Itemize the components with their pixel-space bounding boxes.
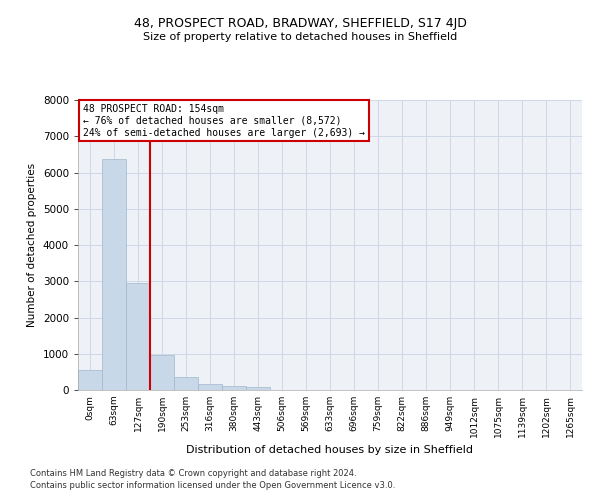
Y-axis label: Number of detached properties: Number of detached properties bbox=[27, 163, 37, 327]
Bar bbox=[126, 283, 150, 390]
Text: 48 PROSPECT ROAD: 154sqm
← 76% of detached houses are smaller (8,572)
24% of sem: 48 PROSPECT ROAD: 154sqm ← 76% of detach… bbox=[83, 104, 365, 138]
Bar bbox=[222, 386, 246, 390]
Bar bbox=[78, 370, 102, 390]
Bar bbox=[150, 355, 174, 390]
Bar bbox=[174, 377, 198, 390]
Text: Size of property relative to detached houses in Sheffield: Size of property relative to detached ho… bbox=[143, 32, 457, 42]
Text: Contains HM Land Registry data © Crown copyright and database right 2024.: Contains HM Land Registry data © Crown c… bbox=[30, 468, 356, 477]
X-axis label: Distribution of detached houses by size in Sheffield: Distribution of detached houses by size … bbox=[187, 446, 473, 456]
Bar bbox=[198, 384, 222, 390]
Bar bbox=[102, 158, 126, 390]
Bar bbox=[246, 387, 270, 390]
Text: 48, PROSPECT ROAD, BRADWAY, SHEFFIELD, S17 4JD: 48, PROSPECT ROAD, BRADWAY, SHEFFIELD, S… bbox=[134, 18, 466, 30]
Text: Contains public sector information licensed under the Open Government Licence v3: Contains public sector information licen… bbox=[30, 481, 395, 490]
